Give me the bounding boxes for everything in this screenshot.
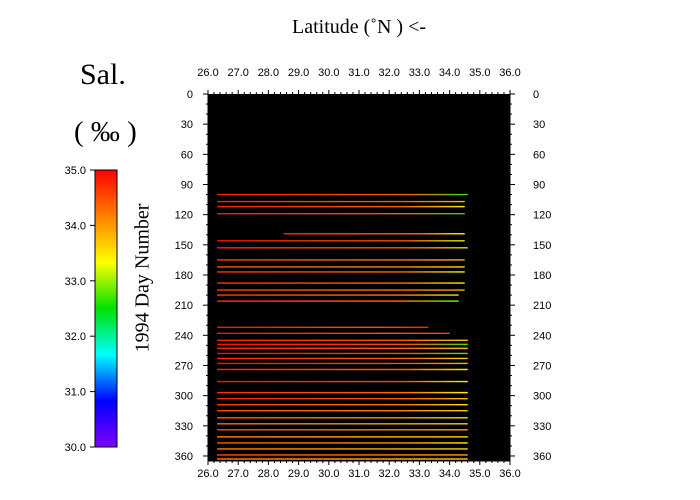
x-tick-label-bottom: 31.0 [348,468,369,480]
y-tick-label-right: 60 [533,149,545,161]
y-tick-label-right: 360 [533,451,551,463]
y-tick-label-left: 330 [175,421,193,433]
x-axis-title: Latitude (˚N ) <- [292,16,427,38]
x-tick-label-bottom: 30.0 [318,468,339,480]
y-tick-label-left: 210 [175,300,193,312]
colorbar-tick-label: 35.0 [65,165,86,177]
colorbar-title: Sal. [80,58,126,91]
x-tick-label-top: 31.0 [348,67,369,79]
x-tick-label-bottom: 32.0 [378,468,399,480]
x-tick-label-top: 32.0 [378,67,399,79]
x-tick-label-top: 26.0 [197,67,218,79]
x-tick-label-bottom: 34.0 [439,468,460,480]
y-tick-label-left: 120 [175,210,193,222]
y-tick-label-right: 330 [533,421,551,433]
x-tick-label-top: 35.0 [469,67,490,79]
y-tick-label-right: 90 [533,179,545,191]
x-tick-label-top: 34.0 [439,67,460,79]
y-tick-label-right: 150 [533,240,551,252]
y-tick-label-left: 90 [181,179,193,191]
y-tick-label-left: 60 [181,149,193,161]
x-tick-label-top: 29.0 [288,67,309,79]
colorbar-tick-label: 32.0 [65,331,86,343]
y-tick-label-left: 150 [175,240,193,252]
x-tick-label-top: 33.0 [409,67,430,79]
colorbar-tick-label: 34.0 [65,220,86,232]
y-tick-label-left: 30 [181,119,193,131]
colorbar [94,169,118,448]
colorbar-tick-label: 31.0 [65,387,86,399]
x-tick-label-bottom: 26.0 [197,468,218,480]
x-tick-label-top: 30.0 [318,67,339,79]
y-tick-label-left: 0 [187,89,193,101]
y-tick-label-right: 300 [533,391,551,403]
plot-area [208,94,510,461]
x-tick-label-bottom: 27.0 [227,468,248,480]
y-tick-label-right: 120 [533,210,551,222]
x-tick-label-bottom: 28.0 [258,468,279,480]
y-tick-label-left: 180 [175,270,193,282]
y-tick-label-left: 270 [175,360,193,372]
x-tick-label-top: 36.0 [499,67,520,79]
x-tick-label-bottom: 35.0 [469,468,490,480]
y-tick-label-right: 210 [533,300,551,312]
y-tick-label-left: 240 [175,330,193,342]
x-tick-label-bottom: 33.0 [409,468,430,480]
y-tick-label-right: 0 [533,89,539,101]
x-tick-label-top: 28.0 [258,67,279,79]
colorbar-unit: ( ‰ ) [74,116,137,148]
y-tick-label-right: 240 [533,330,551,342]
y-tick-label-left: 300 [175,391,193,403]
y-tick-label-right: 30 [533,119,545,131]
y-tick-label-right: 180 [533,270,551,282]
x-tick-label-top: 27.0 [227,67,248,79]
y-tick-label-left: 360 [175,451,193,463]
colorbar-tick-label: 33.0 [65,276,86,288]
x-tick-label-bottom: 36.0 [499,468,520,480]
y-tick-label-right: 270 [533,360,551,372]
x-tick-label-bottom: 29.0 [288,468,309,480]
colorbar-tick-label: 30.0 [65,442,86,454]
